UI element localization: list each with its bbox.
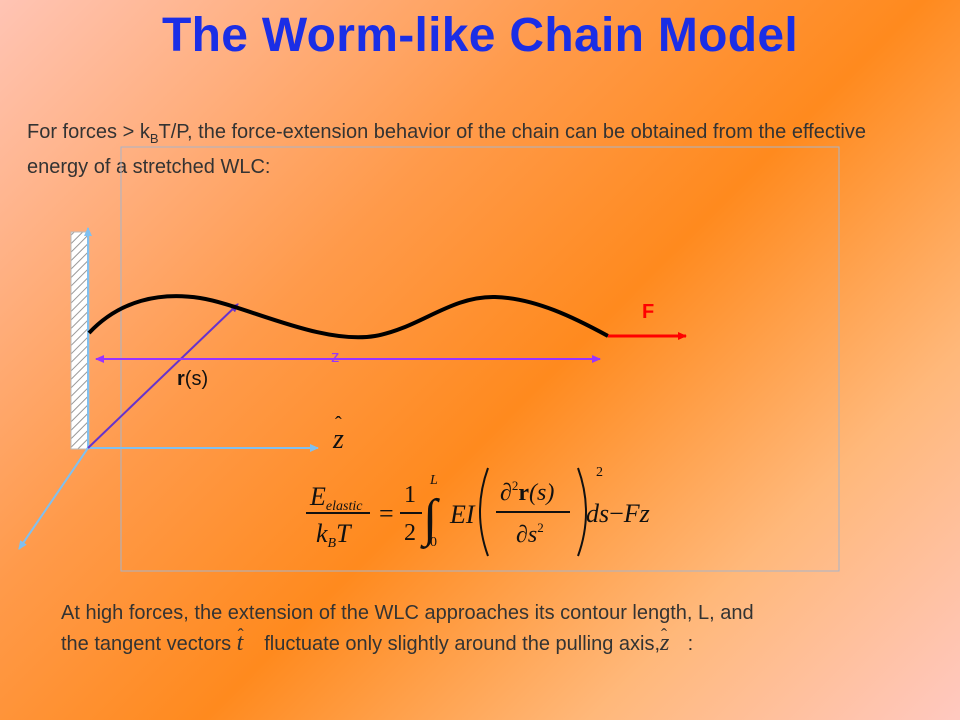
svg-text:kBT: kBT — [316, 519, 352, 551]
svg-text:∫: ∫ — [420, 490, 440, 549]
anchor-wall — [70, 231, 90, 450]
depth-axis — [18, 447, 89, 550]
svg-text:Eelastic: Eelastic — [309, 482, 363, 514]
svg-text:=: = — [379, 499, 394, 528]
outro-text: At high forces, the extension of the WLC… — [61, 598, 921, 659]
slide-title: The Worm-like Chain Model — [162, 9, 798, 62]
outro-line-1: At high forces, the extension of the WLC… — [61, 602, 754, 624]
svg-text:ˆ: ˆ — [335, 413, 342, 435]
position-label: r(s) — [177, 368, 208, 390]
svg-text:∂2r(s): ∂2r(s) — [500, 478, 554, 506]
svg-text:∂s2: ∂s2 — [516, 520, 544, 548]
extension-label: z — [331, 347, 340, 366]
svg-text:2: 2 — [404, 520, 416, 546]
svg-text:z: z — [332, 424, 344, 455]
svg-text:L: L — [429, 473, 438, 488]
svg-text:0: 0 — [430, 535, 437, 550]
z-hat-axis-label: z ˆ — [332, 413, 344, 455]
force-label: F — [642, 301, 654, 323]
svg-text:EI: EI — [449, 500, 476, 529]
energy-equation: Eelastic kBT = 1 2 ∫ L 0 EI ∂2r(s) ∂s2 2… — [306, 465, 650, 557]
svg-text:ds−Fz: ds−Fz — [586, 499, 650, 528]
svg-text:2: 2 — [596, 465, 603, 480]
intro-text: For forces > kBT/P, the force-extension … — [27, 121, 866, 178]
polymer-chain — [87, 294, 609, 340]
svg-text:1: 1 — [404, 482, 416, 508]
position-vector — [87, 303, 239, 449]
